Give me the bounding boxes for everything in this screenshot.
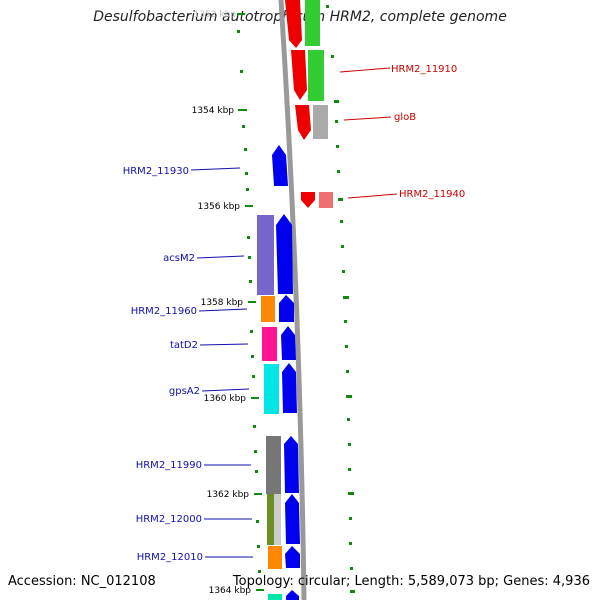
cog-bar[interactable] xyxy=(308,50,324,101)
cog-bar[interactable] xyxy=(313,105,328,139)
gene-label[interactable]: HRM2_12010 xyxy=(137,552,203,563)
cog-bar[interactable] xyxy=(264,364,279,414)
cog-bar[interactable] xyxy=(268,546,282,569)
gene-leader-line xyxy=(201,388,250,392)
cog-bar[interactable] xyxy=(257,215,274,295)
gene-arrow-forward[interactable] xyxy=(276,214,293,294)
scale-label: 1358 kbp xyxy=(201,298,244,308)
gene-leader-line xyxy=(190,167,241,171)
gene-label[interactable]: tatD2 xyxy=(170,340,198,351)
gene-arrow-forward[interactable] xyxy=(279,295,294,322)
reverse-gene-track[interactable] xyxy=(285,0,333,208)
gene-leader-line xyxy=(198,308,248,312)
gene-leader-line xyxy=(339,67,391,73)
gene-label[interactable]: gloB xyxy=(394,112,416,123)
gene-arrow-forward[interactable] xyxy=(285,494,300,544)
gene-arrow-forward[interactable] xyxy=(272,145,288,186)
scale-labels: 1352 kbp 1354 kbp 1356 kbp 1358 kbp 1360… xyxy=(192,10,252,596)
gene-arrow-forward[interactable] xyxy=(286,590,299,600)
reverse-gene-labels: HRM2_11910 gloB HRM2_11940 xyxy=(339,64,465,200)
gene-label[interactable]: gpsA2 xyxy=(169,386,200,397)
outer-scale-ticks xyxy=(326,5,355,593)
gene-label[interactable]: HRM2_11930 xyxy=(123,166,189,177)
cog-bar[interactable] xyxy=(268,594,282,600)
gene-arrow-reverse[interactable] xyxy=(295,105,311,140)
scale-label: 1352 kbp xyxy=(194,10,237,20)
scale-label: 1360 kbp xyxy=(204,394,247,404)
cog-bar[interactable] xyxy=(274,494,281,545)
scale-label: 1354 kbp xyxy=(192,106,235,116)
inner-scale-ticks xyxy=(237,30,261,573)
gene-label[interactable]: HRM2_11990 xyxy=(136,460,202,471)
gene-label[interactable]: acsM2 xyxy=(163,253,195,264)
gene-arrow-forward[interactable] xyxy=(281,326,296,360)
scale-label: 1362 kbp xyxy=(207,490,250,500)
gene-leader-line xyxy=(196,255,245,259)
gene-arrow-reverse[interactable] xyxy=(285,0,302,48)
cog-bar[interactable] xyxy=(261,296,275,322)
topology-label: Topology: circular; Length: 5,589,073 bp… xyxy=(232,574,590,589)
scale-major-ticks xyxy=(237,13,264,591)
gene-label[interactable]: HRM2_11940 xyxy=(399,189,465,200)
accession-label: Accession: NC_012108 xyxy=(8,574,156,589)
cog-bar[interactable] xyxy=(262,327,277,361)
gene-arrow-forward[interactable] xyxy=(284,436,299,493)
gene-label[interactable]: HRM2_11960 xyxy=(131,306,197,317)
gene-label[interactable]: HRM2_12000 xyxy=(136,514,202,525)
gene-label[interactable]: HRM2_11910 xyxy=(391,64,457,75)
gene-leader-line xyxy=(347,193,398,199)
gene-arrow-reverse[interactable] xyxy=(301,192,315,208)
cog-bar[interactable] xyxy=(266,436,281,494)
scale-label: 1364 kbp xyxy=(209,586,252,596)
gene-arrow-forward[interactable] xyxy=(285,546,300,568)
gene-arrow-forward[interactable] xyxy=(282,363,297,413)
forward-gene-track[interactable] xyxy=(257,145,300,600)
gene-leader-line xyxy=(343,116,392,121)
cog-bar[interactable] xyxy=(305,0,320,46)
genome-backbone xyxy=(278,0,307,600)
cog-bar[interactable] xyxy=(267,494,274,545)
gene-leader-line xyxy=(199,343,249,346)
scale-label: 1356 kbp xyxy=(198,202,241,212)
cog-bar[interactable] xyxy=(319,192,333,208)
gene-arrow-reverse[interactable] xyxy=(291,50,307,100)
forward-gene-labels: HRM2_11930 acsM2 HRM2_11960 tatD2 gpsA2 … xyxy=(123,166,253,563)
